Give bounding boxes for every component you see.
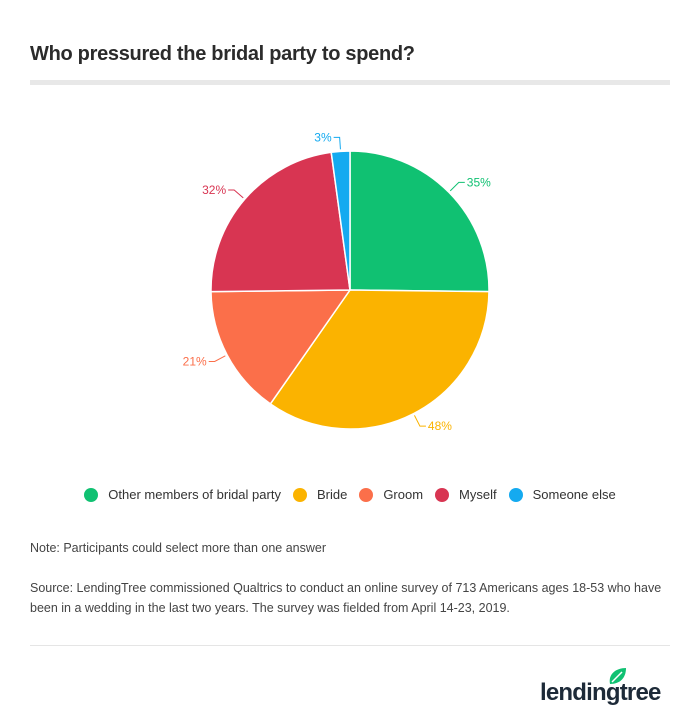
chart-title: Who pressured the bridal party to spend?	[30, 43, 415, 65]
pie-slices	[210, 150, 490, 430]
legend-item: Someone else	[508, 487, 616, 502]
legend-item: Myself	[435, 487, 497, 502]
pie-slice-other-members-of-bridal-party	[349, 150, 490, 293]
pie-labels: 35% 48% 21% 32% 3%	[183, 130, 491, 433]
chart-legend: Other members of bridal party Bride Groom M…	[0, 487, 700, 502]
legend-dot-icon	[508, 487, 523, 502]
legend-item: Groom	[359, 487, 423, 502]
footer-divider	[30, 645, 670, 646]
legend-label: Bride	[316, 487, 348, 502]
pie-label: 48%	[428, 419, 452, 433]
pie-slice-someone-else	[330, 150, 351, 291]
pie-label: 35%	[467, 175, 491, 189]
pie-slice-groom	[210, 289, 352, 405]
pie-label: 21%	[183, 354, 207, 368]
legend-label: Someone else	[532, 487, 616, 502]
pie-chart: 35% 48% 21% 32% 3%	[183, 130, 491, 433]
pie-slice-myself	[210, 151, 351, 293]
legend-label: Groom	[383, 487, 424, 502]
chart-note: Note: Participants could select more tha…	[30, 541, 326, 555]
pie-label: 3%	[314, 130, 332, 144]
pie-slice-bride	[269, 289, 490, 430]
pie-label: 32%	[202, 183, 226, 197]
chart-source: Source: LendingTree commissioned Qualtri…	[30, 581, 662, 615]
legend-label: Other members of bridal party	[108, 487, 281, 502]
lendingtree-logo: lendingtree	[540, 668, 662, 706]
legend-item: Other members of bridal party	[84, 487, 281, 502]
legend-dot-icon	[435, 487, 450, 502]
svg-text:lendingtree: lendingtree	[540, 679, 661, 706]
legend-dot-icon	[292, 487, 307, 502]
legend-dot-icon	[84, 487, 99, 502]
title-divider	[30, 80, 670, 85]
legend-label: Myself	[459, 487, 497, 502]
legend-dot-icon	[359, 487, 374, 502]
legend-item: Bride	[292, 487, 348, 502]
